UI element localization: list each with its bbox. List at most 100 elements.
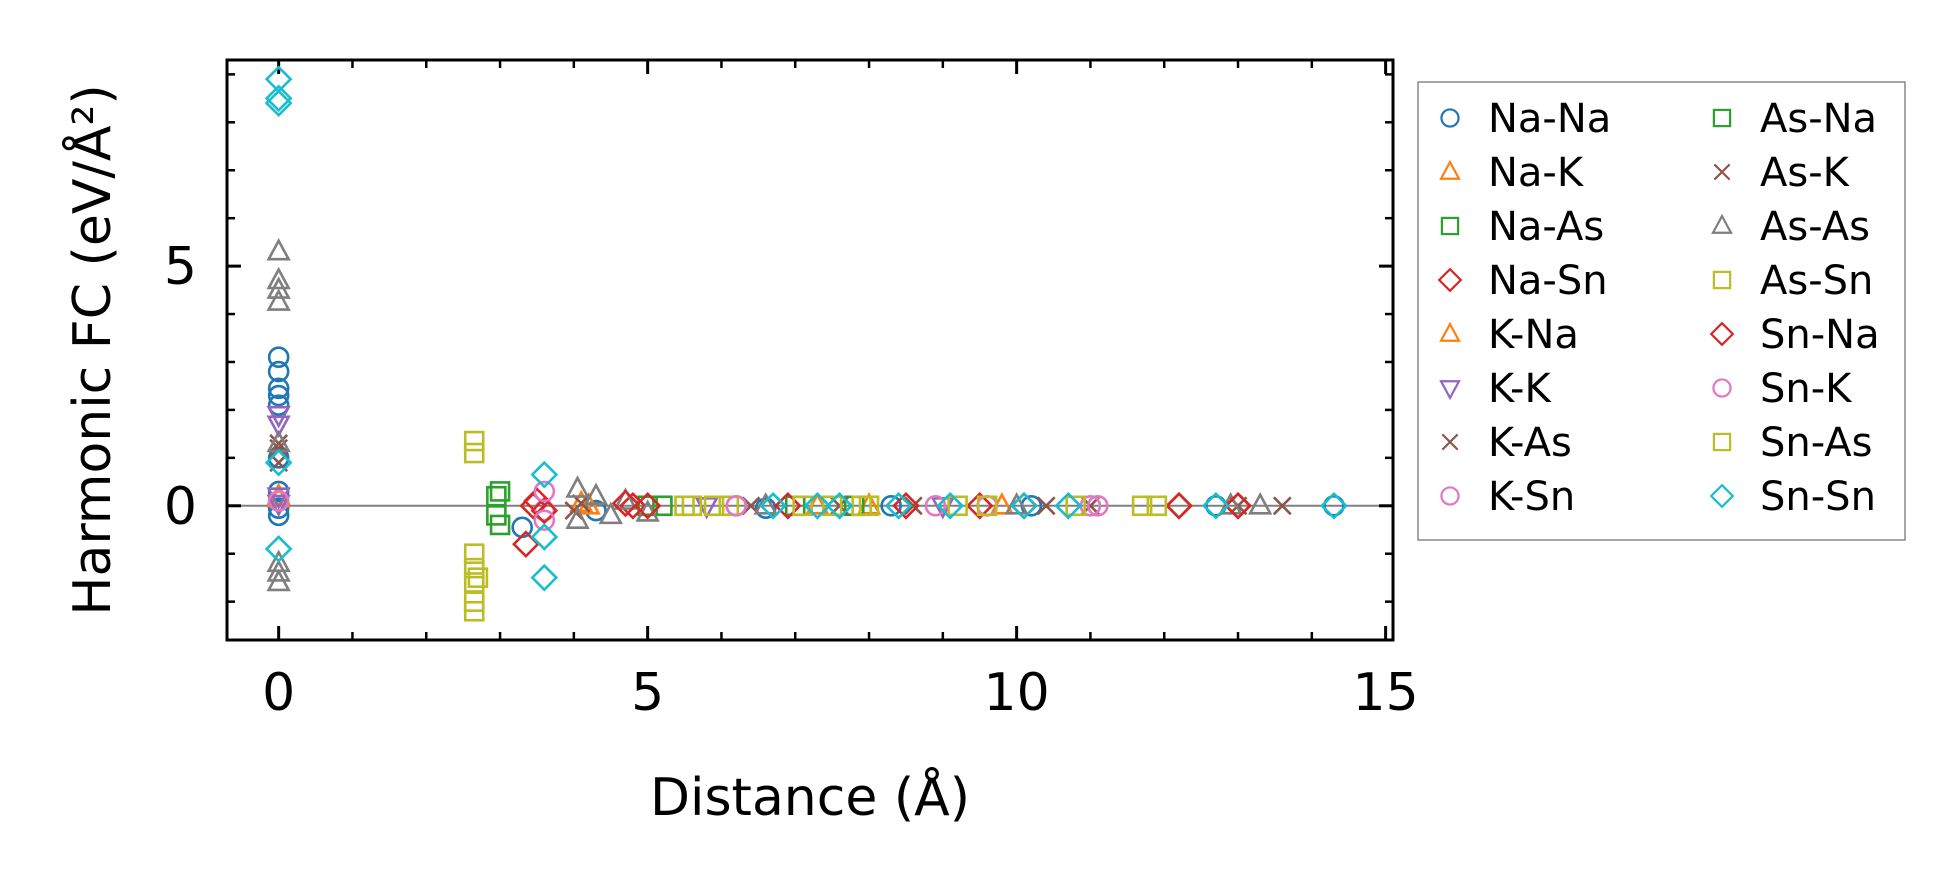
legend-label-na-na: Na-Na [1488, 96, 1611, 142]
legend-marker-k-na [1439, 321, 1461, 342]
legend-marker-as-na [1712, 108, 1732, 128]
legend-label-k-k: K-K [1488, 366, 1552, 412]
legend-label-na-as: Na-As [1488, 204, 1604, 250]
point-as-as [565, 475, 590, 498]
point-k-k [266, 415, 291, 439]
legend-label-k-sn: K-Sn [1488, 474, 1575, 520]
point-na-sn [965, 491, 994, 520]
point-sn-sn [884, 491, 913, 520]
point-sn-sn [936, 491, 965, 520]
plot-frame [225, 58, 1395, 642]
point-sn-sn [1010, 491, 1038, 520]
legend-marker-na-sn [1437, 267, 1463, 293]
point-sn-sn [530, 523, 559, 551]
legend-marker-as-as [1711, 213, 1733, 234]
legend-label-sn-na: Sn-Na [1760, 312, 1880, 358]
point-sn-sn [530, 563, 559, 592]
legend-label-na-k: Na-K [1488, 150, 1585, 196]
point-as-na [652, 495, 673, 517]
x-axis-label: Distance (Å) [650, 766, 970, 828]
legend-label-k-as: K-As [1488, 420, 1572, 466]
legend-frame [1417, 81, 1906, 541]
point-sn-as [1065, 495, 1086, 517]
point-na-na [880, 494, 902, 517]
legend-label-as-k: As-K [1760, 150, 1851, 196]
legend-marker-k-as [1441, 433, 1459, 451]
legend-marker-as-k [1713, 163, 1731, 181]
point-sn-sn [825, 491, 854, 520]
point-as-na [489, 514, 511, 536]
point-na-na [267, 384, 290, 407]
tick-marks [227, 60, 1393, 640]
legend-marker-na-k [1439, 159, 1461, 180]
point-as-as [1004, 492, 1029, 515]
point-k-as [903, 496, 923, 516]
point-as-as [583, 482, 609, 505]
point-sn-na [1165, 491, 1193, 520]
point-as-sn [463, 600, 485, 622]
point-as-sn [947, 495, 968, 517]
point-as-sn [463, 543, 485, 565]
point-as-as [1247, 492, 1273, 515]
point-sn-as [467, 567, 489, 588]
point-sn-sn [530, 460, 559, 489]
point-na-na [267, 377, 290, 400]
legend-label-na-sn: Na-Sn [1488, 258, 1608, 304]
point-as-sn [718, 495, 740, 517]
point-na-na [267, 360, 290, 383]
legend-marker-sn-sn [1709, 483, 1735, 509]
point-sn-k [924, 494, 947, 517]
point-as-as [266, 288, 291, 311]
point-as-as [266, 559, 291, 582]
legend-marker-sn-na [1709, 321, 1735, 347]
legend-label-sn-sn: Sn-Sn [1760, 474, 1876, 520]
point-sn-sn [1202, 491, 1230, 520]
point-sn-na [611, 489, 640, 518]
point-sn-sn [264, 448, 293, 477]
legend-label-sn-as: Sn-As [1760, 420, 1873, 466]
point-sn-sn [759, 491, 787, 520]
x-tick-label: 15 [1353, 663, 1419, 723]
point-sn-sn [264, 535, 293, 563]
legend-marker-na-na [1440, 108, 1460, 128]
point-sn-k [533, 480, 556, 503]
point-na-as [637, 495, 658, 517]
point-sn-as [1146, 495, 1168, 517]
point-as-as [613, 487, 638, 510]
point-sn-as [703, 495, 725, 517]
legend-label-sn-k: Sn-K [1760, 366, 1853, 412]
point-sn-as [792, 495, 813, 517]
point-sn-sn [264, 89, 293, 117]
legend-marker-k-k [1439, 380, 1461, 401]
y-tick-label: 5 [164, 237, 197, 297]
tick-labels: 0 5 10 15 0 5 [164, 237, 1419, 723]
point-sn-sn [264, 84, 293, 113]
point-na-na [267, 394, 290, 416]
point-sn-as [976, 495, 998, 517]
point-as-as [266, 568, 291, 592]
point-as-as [266, 266, 291, 290]
legend-marker-k-sn [1440, 486, 1460, 506]
point-k-sn [1087, 494, 1109, 517]
x-tick-label: 0 [262, 663, 295, 723]
legend-marker-sn-k [1712, 378, 1732, 398]
point-na-na [267, 346, 290, 368]
point-sn-sn [1054, 491, 1083, 520]
point-as-k [1036, 496, 1056, 516]
point-sn-as [681, 495, 703, 517]
point-as-sn [1131, 495, 1153, 517]
point-as-as [598, 501, 623, 525]
legend-label-as-sn: As-Sn [1760, 258, 1873, 304]
point-as-sn [463, 442, 485, 464]
point-na-as [489, 481, 511, 502]
y-tick-label: 0 [164, 477, 197, 537]
legend-label-as-as: As-As [1760, 204, 1870, 250]
point-na-na [1323, 494, 1345, 517]
point-sn-as [858, 495, 880, 517]
legend-marker-na-as [1440, 216, 1460, 236]
point-na-na [754, 497, 777, 519]
point-na-na [267, 497, 290, 519]
legend-marker-sn-as [1712, 432, 1732, 452]
legend-label-as-na: As-Na [1760, 96, 1877, 142]
